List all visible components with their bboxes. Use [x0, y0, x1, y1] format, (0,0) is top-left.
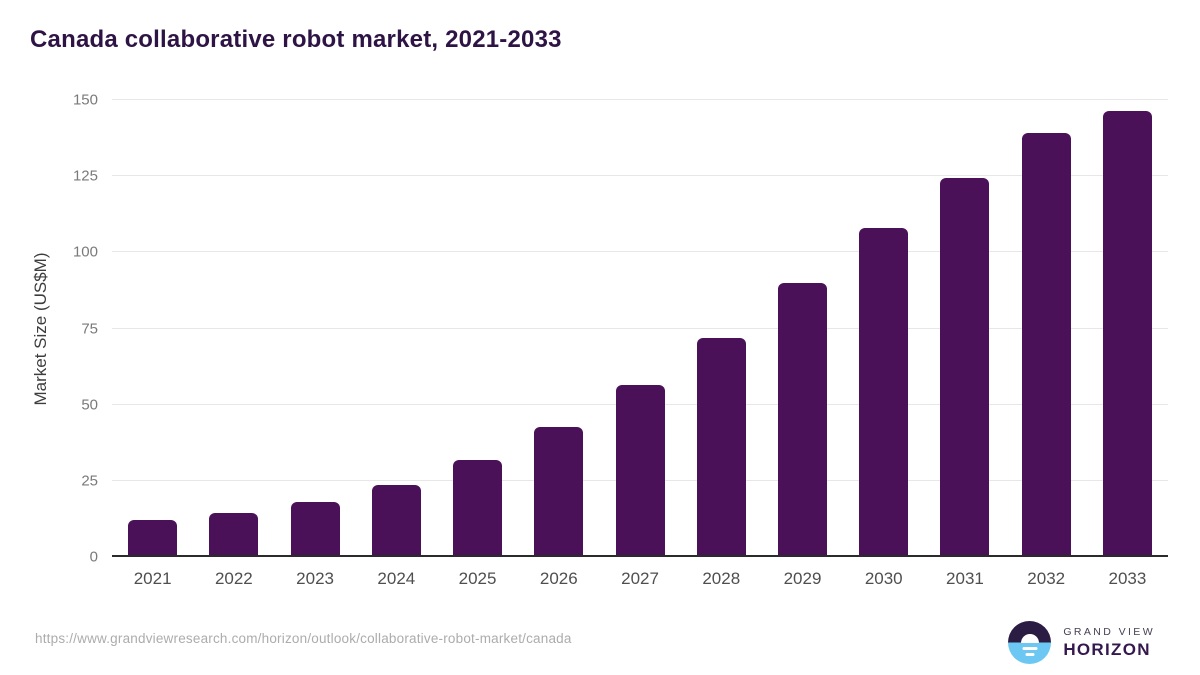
bar-slot-2033 [1087, 100, 1168, 557]
y-tick-label-75: 75 [81, 320, 98, 337]
bar-slot-2028 [681, 100, 762, 557]
bar-2029 [777, 282, 827, 557]
x-axis-labels: 2021 2022 2023 2024 2025 2026 2027 2028 2029 2030… [112, 569, 1168, 589]
logo-brand-name: GRAND VIEW [1063, 625, 1155, 638]
x-axis-line [112, 555, 1168, 557]
bar-2028 [696, 337, 746, 557]
x-tick-label-2025: 2025 [458, 569, 497, 588]
y-tick-label-25: 25 [81, 472, 98, 490]
gridline-100 [112, 251, 1168, 253]
gridline-75 [112, 327, 1168, 329]
source-url: https://www.grandviewresearch.com/horizo… [35, 631, 572, 646]
bar-slot-2031 [924, 100, 1005, 557]
gridline-125 [112, 175, 1168, 177]
y-axis-label: Market Size (US$M) [31, 252, 50, 406]
grand-view-horizon-logo: GRAND VIEW HORIZON [1008, 621, 1155, 664]
x-tick-label-2021: 2021 [133, 569, 172, 588]
bar-slot-2030 [843, 100, 924, 557]
bars-row [112, 100, 1168, 557]
sun-reflection-line [1025, 652, 1035, 656]
x-tick-label-2031: 2031 [946, 569, 984, 588]
x-tick-label-2022: 2022 [214, 569, 253, 588]
x-tick-label-2026: 2026 [539, 569, 578, 588]
bar-2031 [940, 177, 990, 557]
bar-slot-2023 [274, 100, 355, 557]
bar-2032 [1021, 132, 1071, 557]
y-tick-label-150: 150 [72, 91, 98, 109]
x-tick-label-2032: 2032 [1027, 569, 1066, 588]
sun-reflection-line [1022, 646, 1038, 650]
bar-slot-2024 [356, 100, 437, 557]
bar-slot-2029 [762, 100, 843, 557]
bar-2025 [453, 459, 503, 557]
bar-2026 [534, 427, 584, 557]
logo-text: GRAND VIEW HORIZON [1063, 626, 1155, 660]
gridline-150 [112, 99, 1168, 100]
x-tick-label-2027: 2027 [621, 569, 659, 588]
logo-product-name: HORIZON [1063, 639, 1151, 659]
x-tick-label-2033: 2033 [1108, 569, 1147, 588]
bar-2030 [859, 227, 909, 557]
y-tick-label-125: 125 [72, 167, 98, 185]
horizon-sunrise-icon [1008, 621, 1052, 664]
bar-slot-2026 [518, 100, 599, 557]
bar-slot-2022 [193, 100, 274, 557]
x-tick-label-2024: 2024 [377, 569, 416, 588]
sun-icon [1020, 633, 1039, 643]
y-tick-label-100: 100 [72, 243, 98, 261]
bar-slot-2027 [599, 100, 680, 557]
bar-slot-2021 [112, 100, 193, 557]
y-tick-label-50: 50 [81, 396, 98, 414]
bar-slot-2025 [437, 100, 518, 557]
x-tick-label-2028: 2028 [702, 569, 741, 588]
bar-2024 [371, 484, 421, 557]
y-tick-label-0: 0 [89, 548, 98, 566]
x-tick-label-2023: 2023 [296, 569, 334, 588]
x-tick-label-2029: 2029 [783, 569, 822, 588]
page-title: Canada collaborative robot market, 2021-… [30, 26, 562, 53]
bar-2033 [1102, 110, 1152, 557]
bar-2023 [290, 502, 340, 557]
bar-2027 [615, 385, 665, 557]
bar-slot-2032 [1006, 100, 1087, 557]
plot-area: 0 25 50 75 100 125 150 2021 2022 2023 2024 2025 202… [73, 92, 1168, 588]
x-tick-label-2030: 2030 [864, 569, 903, 588]
bar-2022 [209, 513, 259, 557]
bar-2021 [128, 519, 178, 557]
